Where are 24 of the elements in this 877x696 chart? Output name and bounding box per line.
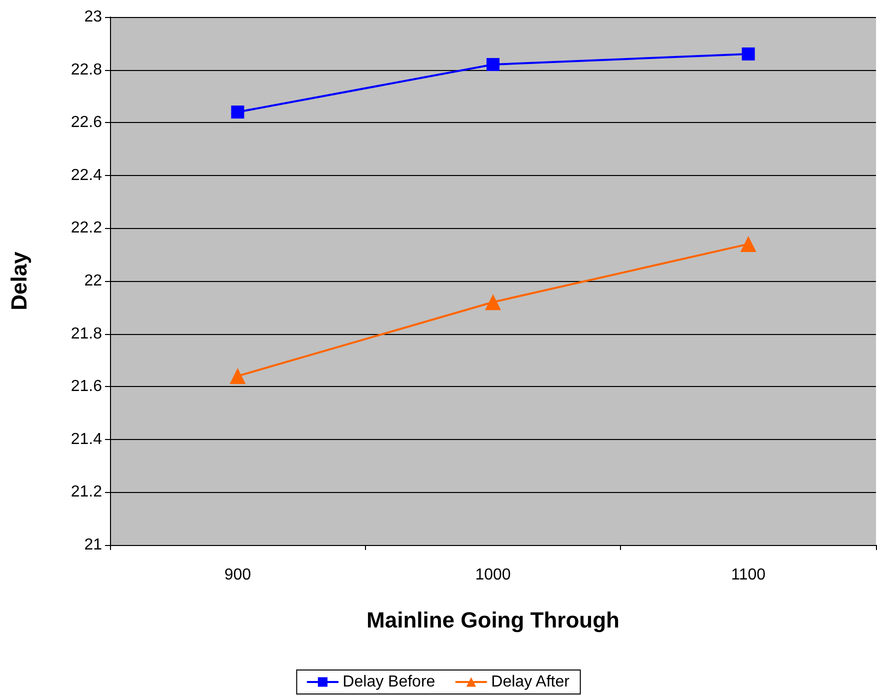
y-tick-label: 21.2 [70,484,102,501]
x-tick-label: 1100 [731,566,766,584]
x-axis-title: Mainline Going Through [366,608,620,632]
y-tick-label: 22 [84,272,102,290]
y-tick-label: 23 [84,8,102,26]
point [231,106,244,119]
y-axis-title: Delay [6,250,32,310]
legend-label: Delay Before [342,674,436,690]
y-tick-label: 22.4 [70,166,102,184]
y-tick-label: 22.8 [70,61,102,78]
y-tick-label: 21.4 [70,430,102,448]
x-tick-label: 900 [224,566,252,584]
y-tick-label: 22.2 [70,220,102,237]
y-tick-label: 21 [84,536,102,554]
point [740,236,756,252]
point [485,294,501,310]
legend-label: Delay After [491,674,570,690]
y-tick-label: 22.6 [70,114,102,132]
point [742,47,755,60]
point [486,58,500,72]
point [230,368,246,384]
y-tick-label: 21.8 [70,325,102,342]
x-tick-label: 1000 [475,566,511,584]
y-tick-label: 21.6 [70,378,102,396]
